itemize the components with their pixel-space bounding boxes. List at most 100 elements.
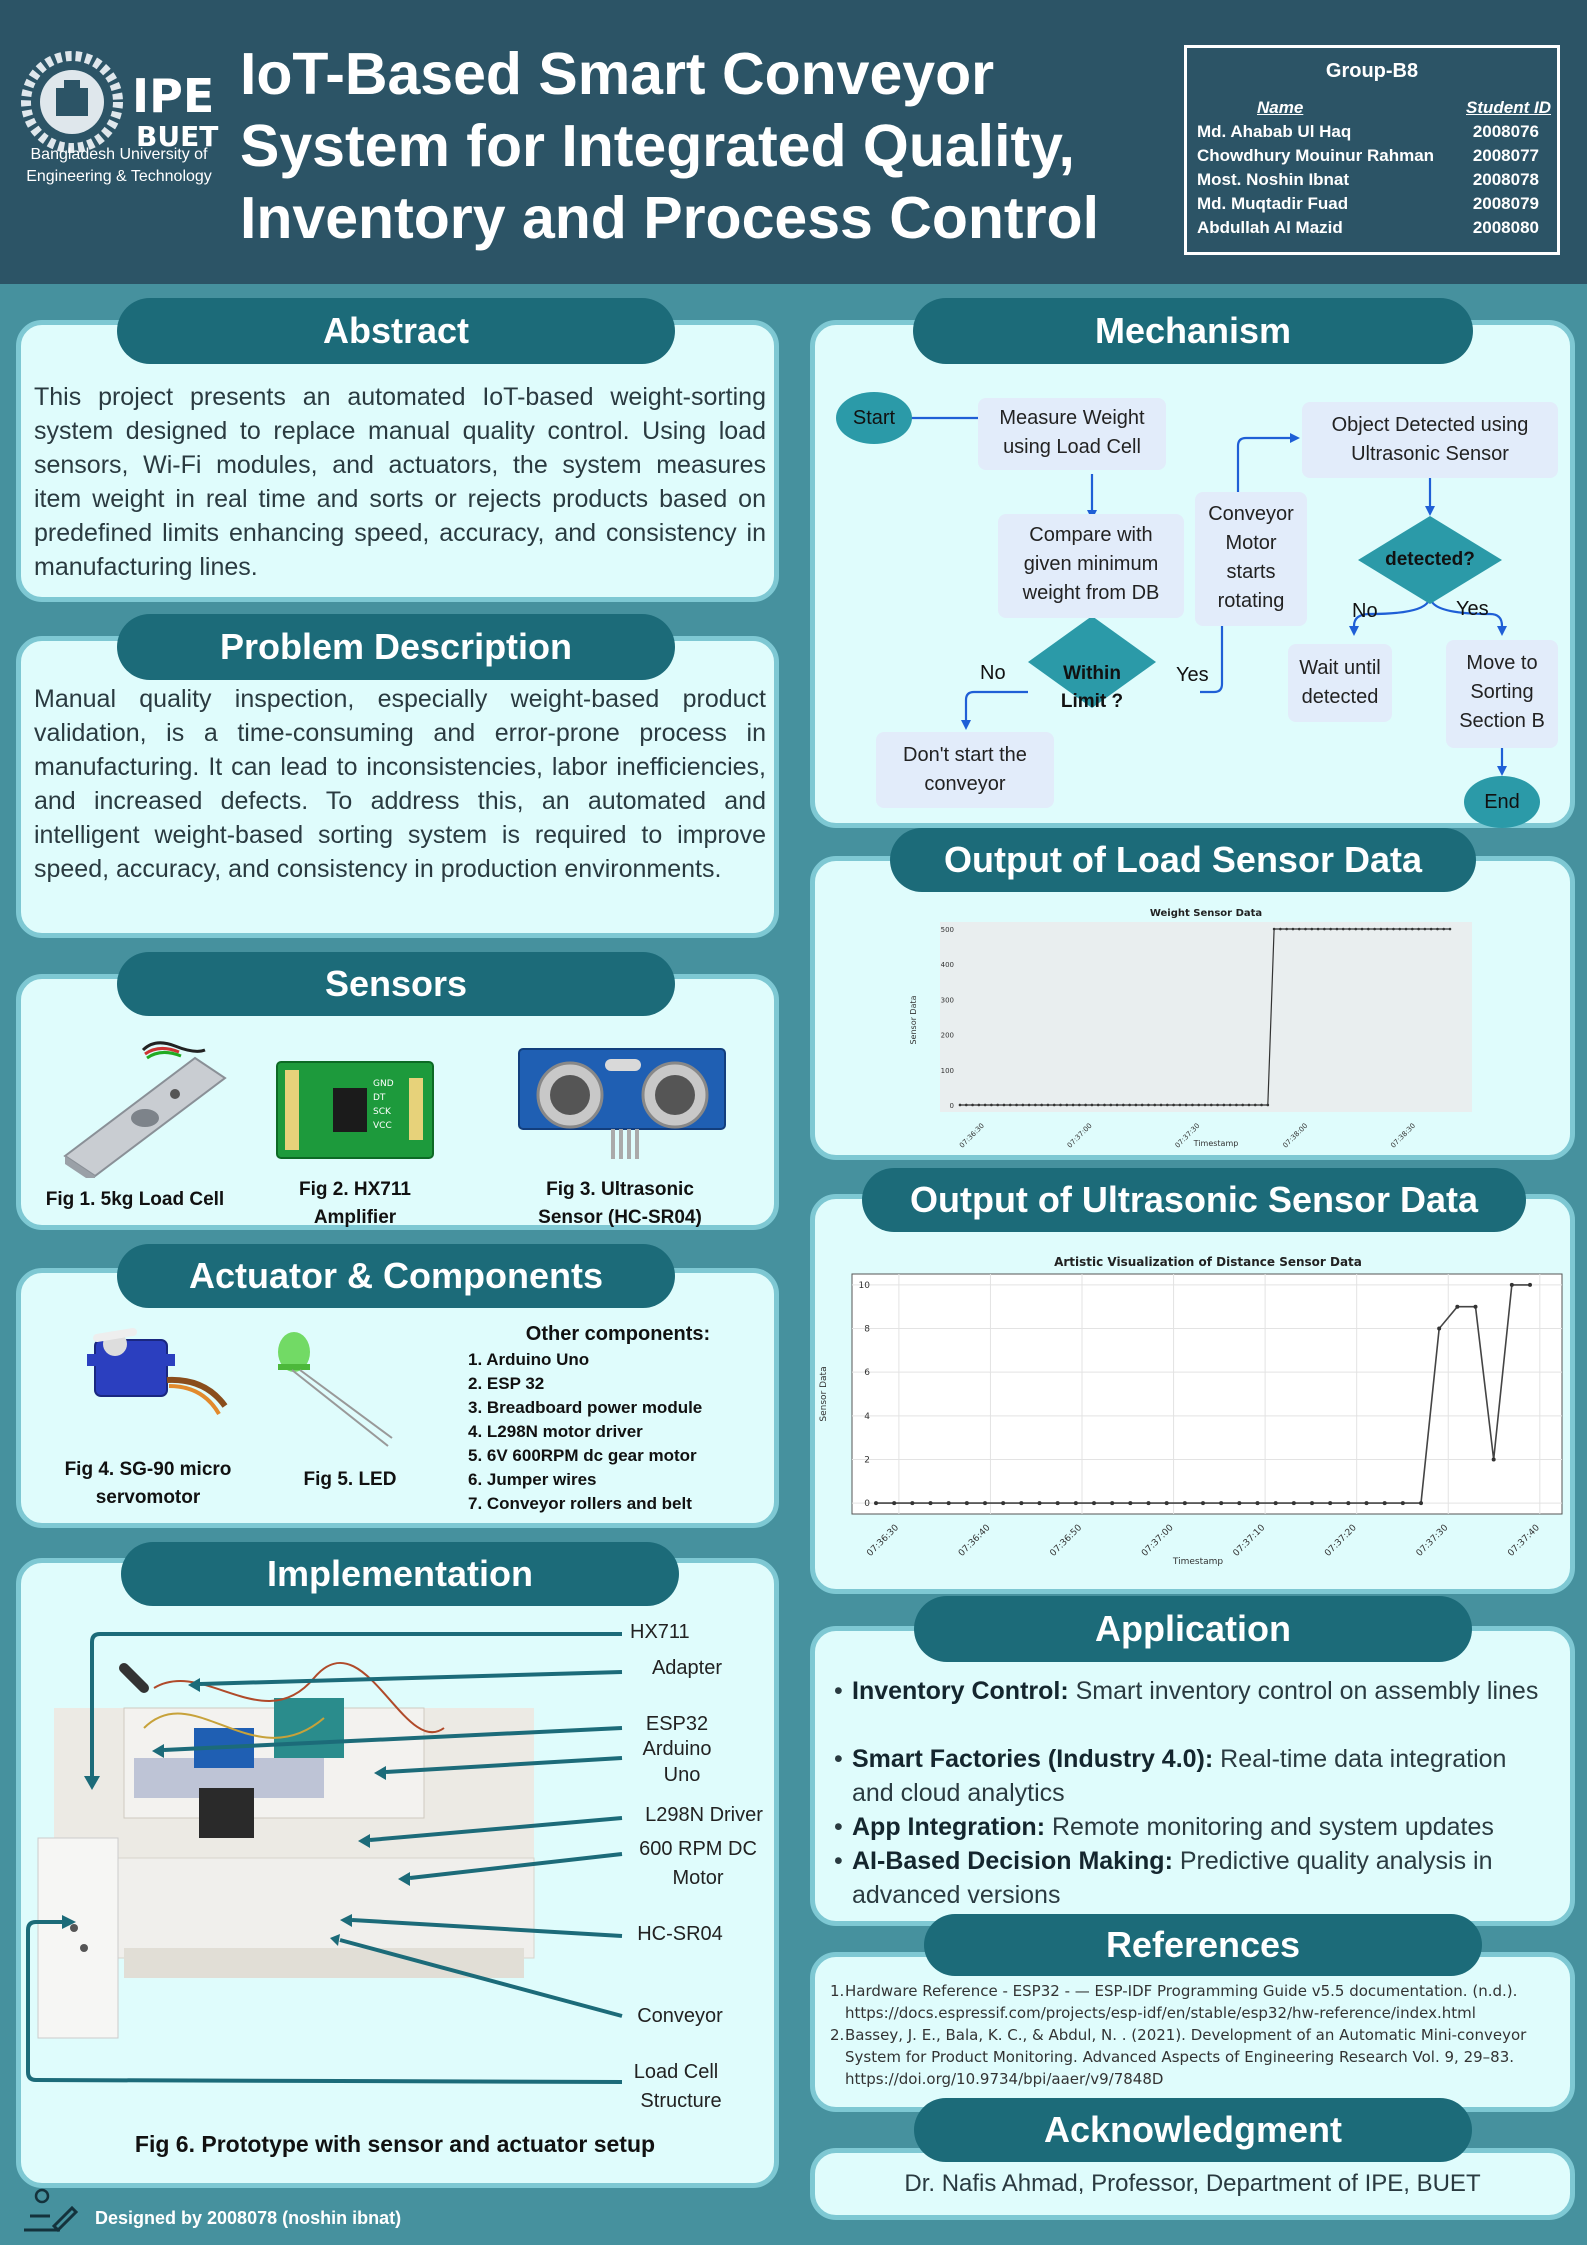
group-members-box: Group-B8 Name Student ID Md. Ahabab Ul H… (1184, 45, 1560, 255)
data-point (1216, 1103, 1219, 1107)
data-point (1034, 1103, 1037, 1107)
chart-xlabel: Timestamp (1172, 1557, 1224, 1567)
chart-plot-area (851, 1273, 1563, 1515)
data-point (1092, 1501, 1096, 1506)
implementation-heading: Implementation (121, 1542, 679, 1606)
data-point (1448, 927, 1452, 931)
label-esp32: ESP32 (645, 1713, 709, 1735)
data-point (1002, 1103, 1006, 1107)
data-point (1417, 927, 1420, 931)
fig3-caption-line: Sensor (HC-SR04) (538, 1207, 702, 1228)
chart-xlabel: Timestamp (1193, 1139, 1239, 1148)
node-text: Wait until (1299, 657, 1381, 679)
poster-title: IoT-Based Smart Conveyor System for Inte… (240, 38, 1160, 254)
y-tick-label: 4 (864, 1412, 870, 1422)
data-point (1255, 1501, 1260, 1506)
data-point (1027, 1103, 1031, 1107)
member-name: Md. Ahabab Ul Haq (1197, 122, 1352, 141)
y-tick-label: 300 (941, 996, 954, 1004)
data-point (1346, 1501, 1351, 1506)
x-tick-label: 07:37:20 (1323, 1523, 1359, 1559)
hx711-pin-label: SCK (373, 1107, 392, 1117)
node-text: given minimum (1023, 553, 1159, 575)
data-point (1222, 1103, 1226, 1107)
reference-line: Hardware Reference - ESP32 - — ESP-IDF P… (845, 1982, 1518, 2000)
data-point (1153, 1103, 1157, 1107)
label-adapter: Adapter (651, 1657, 723, 1679)
data-point (1103, 1103, 1106, 1107)
y-tick-label: 2 (864, 1455, 870, 1465)
node-text: Don't start the (903, 744, 1027, 766)
label-conveyor: Conveyor (637, 2005, 723, 2027)
reference-number: 1. (830, 1982, 845, 2000)
data-point (1341, 927, 1345, 931)
data-point (1285, 927, 1288, 931)
design-pencil-icon (24, 2188, 79, 2233)
y-tick-label: 400 (941, 961, 954, 969)
data-point (1335, 927, 1339, 931)
data-point (1052, 1103, 1056, 1107)
data-point (1279, 927, 1282, 931)
data-point (1191, 1103, 1194, 1107)
data-point (1328, 1501, 1333, 1506)
data-point (1073, 1501, 1078, 1506)
node-text: Limit ? (1060, 691, 1124, 712)
data-point (958, 1103, 962, 1107)
problem-text: Manual quality inspection, especially we… (34, 685, 766, 883)
x-tick-label: 07:36:40 (957, 1523, 993, 1559)
data-point (1385, 927, 1389, 931)
data-point (964, 1501, 969, 1506)
fig4-caption-line: Fig 4. SG-90 micro (64, 1459, 232, 1480)
hx711-pin-label: VCC (373, 1121, 392, 1131)
abstract-panel (16, 320, 779, 602)
member-row: Most. Noshin Ibnat 2008078 (1197, 170, 1549, 190)
dont-start-node: Don't start the conveyor (876, 732, 1054, 808)
data-point (1203, 1103, 1207, 1107)
data-point (1096, 1103, 1100, 1107)
member-row: Md. Muqtadir Fuad 2008079 (1197, 194, 1549, 214)
data-point (1209, 1103, 1213, 1107)
x-tick-label: 07:37:40 (1506, 1523, 1542, 1559)
x-tick-label: 07:36:50 (1048, 1523, 1084, 1559)
node-text: starts (1226, 561, 1276, 583)
x-tick-label: 07:38:00 (1281, 1122, 1309, 1150)
led-image (278, 1332, 393, 1447)
fig5-caption: Fig 5. LED (303, 1469, 397, 1490)
data-point (1019, 1501, 1024, 1506)
end-node: End (1464, 776, 1540, 828)
fig3-caption: Fig 3. Ultrasonic Sensor (HC-SR04) (500, 1176, 740, 1232)
chart-plot-area (940, 922, 1472, 1112)
data-point (1059, 1103, 1062, 1107)
data-point (1134, 1103, 1138, 1107)
abstract-heading: Abstract (117, 298, 675, 364)
data-point (1291, 1501, 1296, 1506)
university-name-line1: Bangladesh University of (30, 146, 208, 163)
data-point (1084, 1103, 1087, 1107)
data-point (910, 1501, 915, 1506)
label-uno: Uno (663, 1764, 701, 1786)
data-point (1071, 1103, 1075, 1107)
references-heading: References (924, 1914, 1482, 1976)
compare-node: Compare with given minimum weight from D… (998, 514, 1184, 618)
other-components-title: Other components: (525, 1323, 711, 1345)
chart-ylabel: Sensor Data (909, 995, 918, 1044)
data-point (971, 1103, 974, 1107)
data-point (1015, 1103, 1018, 1107)
node-text: Sorting (1470, 681, 1534, 703)
component-item: 7. Conveyor rollers and belt (468, 1494, 692, 1513)
data-point (1065, 1103, 1069, 1107)
component-item: 6. Jumper wires (468, 1470, 597, 1489)
x-tick-label: 07:37:10 (1232, 1523, 1268, 1559)
data-point (1411, 927, 1414, 931)
flowchart-connectors (906, 413, 1507, 776)
application-item-text: Smart inventory control on assembly line… (1068, 1677, 1539, 1705)
node-text: using Load Cell (1003, 436, 1141, 458)
member-id: 2008076 (1472, 122, 1539, 141)
no-label-2: No (1352, 600, 1378, 622)
data-point (1159, 1103, 1163, 1107)
implementation-leader-lines (26, 1632, 623, 2084)
data-point (1491, 1457, 1496, 1462)
member-id: 2008080 (1472, 218, 1539, 237)
member-row: Md. Ahabab Ul Haq 2008076 (1197, 122, 1549, 142)
component-item: 3. Breadboard power module (468, 1398, 703, 1417)
